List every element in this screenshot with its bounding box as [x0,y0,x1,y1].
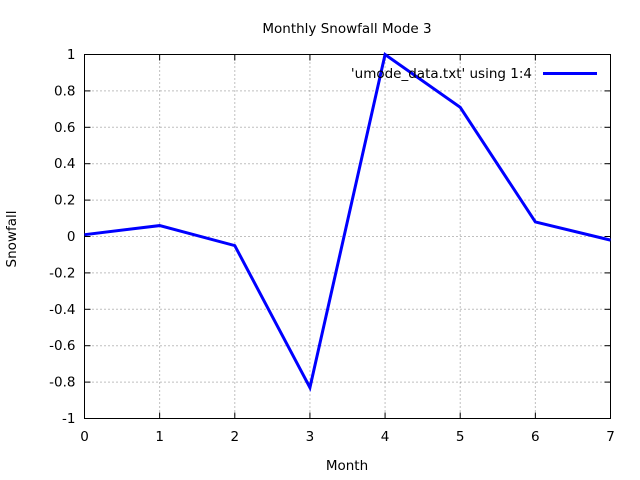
x-tick-label: 2 [230,429,239,445]
y-tick-label: 1 [67,47,76,63]
x-tick-label: 6 [531,429,540,445]
x-tick-label: 3 [306,429,315,445]
y-axis-label: Snowfall [4,211,20,268]
y-tick-label: -0.8 [49,375,75,391]
chart-title: Monthly Snowfall Mode 3 [262,21,431,37]
y-tick-label: 0 [67,229,76,245]
data-series-line [84,51,611,392]
legend: 'umode_data.txt' using 1:4 [351,66,597,82]
x-axis-label: Month [326,458,368,474]
y-tick-label: 0.8 [54,83,75,99]
x-tick-label: 0 [80,429,89,445]
x-tick-label: 1 [155,429,164,445]
tick-labels: 0 1 2 3 4 5 6 7 -1 -0.8 -0.6 -0.4 -0.2 0 0.2 0.4 0.6 0.8 1 [49,47,615,445]
x-tick-label: 4 [381,429,390,445]
x-tick-label: 5 [456,429,465,445]
plot-border [84,54,611,419]
y-tick-label: -0.4 [49,302,75,318]
x-tick-label: 7 [606,429,615,445]
legend-label: 'umode_data.txt' using 1:4 [351,66,532,82]
y-tick-label: -0.2 [49,265,75,281]
y-tick-label: 0.4 [54,156,75,172]
y-tick-label: 0.6 [54,120,75,136]
y-tick-label: 0.2 [54,193,75,209]
y-tick-label: -0.6 [49,338,75,354]
y-tick-label: -1 [62,411,75,427]
